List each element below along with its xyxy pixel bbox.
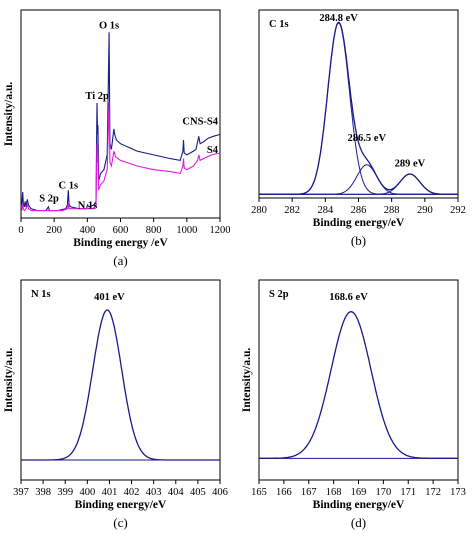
peak-annotation: O 1s [99, 21, 119, 32]
chart-panel-c: 397 398 399 400 401 402 403 404 405 406 Binding en… [3, 279, 228, 530]
x-tick-label: 0 [18, 225, 23, 236]
chart-panel-b: 280 282 284 286 288 290 292 Binding energy/eV C … [251, 9, 466, 248]
x-tick-label: 200 [46, 225, 62, 236]
chart-panel-a: 0 200 400 600 800 1000 1200 Binding energy /eV I… [3, 9, 231, 268]
x-tick-label: 400 [79, 487, 95, 498]
y-axis-label: Intensity/a.u. [241, 348, 253, 413]
panel-label: (c) [113, 515, 127, 530]
panel-label: (a) [113, 253, 127, 268]
x-tick-label: 172 [425, 487, 441, 498]
x-axis-label: Binding energy/eV [313, 217, 405, 229]
peak-annotation: Ti 2p [85, 91, 109, 102]
x-tick-label: 800 [146, 225, 162, 236]
x-tick-label: 405 [190, 487, 206, 498]
x-tick-label: 399 [57, 487, 73, 498]
x-tick-label: 169 [351, 487, 367, 498]
series-line-s4 [21, 102, 221, 212]
series-label: S4 [207, 145, 219, 156]
x-tick-label: 282 [284, 205, 300, 216]
panel-title: N 1s [31, 289, 51, 300]
x-axis-label: Binding energy /eV [73, 237, 168, 249]
x-tick-label: 406 [212, 487, 228, 498]
envelope-curve [21, 309, 220, 461]
chart-panel-d: 165 166 167 168 169 170 171 172 173 Binding energ… [241, 279, 466, 530]
x-tick-label: 397 [13, 487, 29, 498]
x-tick-label: 292 [450, 205, 466, 216]
x-tick-label: 398 [35, 487, 51, 498]
x-tick-label: 600 [113, 225, 129, 236]
x-tick-label: 403 [146, 487, 162, 498]
envelope-curve [259, 21, 458, 195]
x-tick-label: 1000 [176, 225, 197, 236]
x-tick-label: 280 [251, 205, 267, 216]
x-tick-label: 286 [351, 205, 367, 216]
plot-frame [258, 9, 459, 199]
x-tick-label: 165 [251, 487, 267, 498]
x-axis-label: Binding energy/eV [313, 499, 405, 511]
series-label: CNS-S4 [182, 116, 218, 127]
x-tick-label: 290 [417, 205, 433, 216]
peak-annotation: 401 eV [94, 292, 125, 303]
y-axis-label: Intensity/a.u. [3, 82, 15, 147]
panel-title: C 1s [269, 19, 289, 30]
plot-frame [20, 279, 221, 481]
plot-frame [258, 279, 459, 481]
x-tick-label: 170 [376, 487, 392, 498]
x-tick-label: 284 [317, 205, 334, 216]
x-tick-label: 166 [276, 487, 292, 498]
x-tick-label: 168 [326, 487, 342, 498]
x-tick-label: 404 [168, 487, 185, 498]
panel-title: S 2p [269, 289, 289, 300]
x-tick-label: 402 [124, 487, 140, 498]
panel-label: (b) [351, 233, 366, 248]
x-tick-label: 400 [79, 225, 95, 236]
panel-label: (d) [351, 515, 366, 530]
x-tick-label: 401 [102, 487, 118, 498]
peak-annotation: S 2p [39, 193, 59, 204]
peak-annotation: 286.5 eV [348, 133, 387, 144]
peak-annotation: C 1s [58, 180, 78, 191]
envelope-curve [259, 311, 458, 459]
peak-annotation: 168.6 eV [329, 292, 368, 303]
component-peak [259, 22, 458, 195]
x-tick-label: 171 [400, 487, 416, 498]
x-tick-label: 1200 [210, 225, 231, 236]
x-axis-label: Binding energy/eV [75, 499, 167, 511]
peak-annotation: N 1s [78, 201, 98, 212]
x-tick-label: 288 [384, 205, 400, 216]
x-tick-label: 173 [450, 487, 466, 498]
peak-annotation: 284.8 eV [319, 13, 358, 24]
plot-frame [20, 9, 221, 219]
peak-annotation: 289 eV [395, 159, 426, 170]
x-tick-label: 167 [301, 487, 317, 498]
y-axis-label: Intensity/a.u. [3, 348, 15, 413]
